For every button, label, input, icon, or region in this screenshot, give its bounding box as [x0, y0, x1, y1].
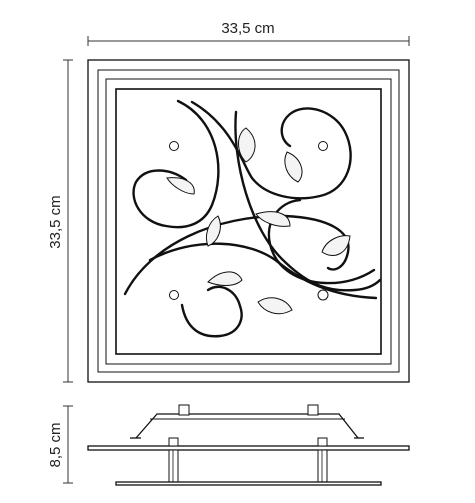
crystal-drop: [284, 151, 303, 183]
inner-frame: [115, 88, 382, 355]
depth-label: 8,5 cm: [47, 422, 64, 467]
width-dimension: 33,5 cm: [87, 20, 410, 46]
crystal-drop: [205, 215, 221, 247]
second-frame: [97, 69, 400, 373]
front-view: [87, 59, 410, 383]
height-label: 33,5 cm: [47, 195, 64, 248]
wire-decoration: [123, 99, 382, 338]
third-frame: [105, 78, 392, 365]
crystal-drops: [166, 127, 351, 315]
depth-dimension: 8,5 cm: [47, 405, 73, 484]
side-view: [87, 404, 410, 486]
crystal-drop: [207, 271, 243, 286]
mounting-hole: [169, 141, 179, 151]
crystal-drop: [257, 297, 293, 315]
mounting-hole: [317, 289, 329, 301]
outer-frame: [87, 59, 410, 383]
crystal-drop: [166, 177, 195, 195]
crystal-drop: [321, 235, 351, 256]
crystal-drop: [255, 211, 291, 227]
mounting-hole: [318, 141, 328, 151]
mounting-holes: [169, 141, 329, 301]
mounting-hole: [169, 290, 179, 300]
height-dimension: 33,5 cm: [47, 59, 73, 383]
width-label: 33,5 cm: [221, 20, 274, 37]
crystal-drop: [238, 127, 256, 163]
